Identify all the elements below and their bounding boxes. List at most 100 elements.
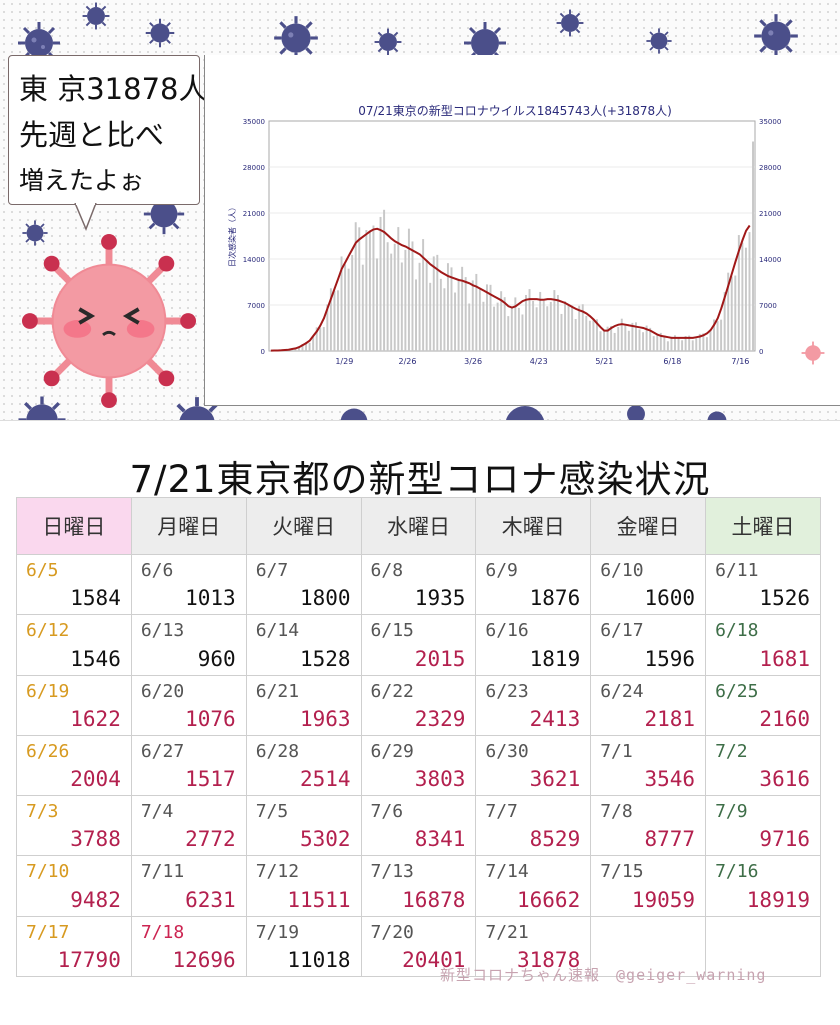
bar — [695, 338, 697, 351]
bar — [426, 260, 428, 351]
day-case-count: 2413 — [530, 707, 581, 731]
bar — [681, 340, 683, 351]
day-case-count: 1800 — [300, 586, 351, 610]
day-case-count: 5302 — [300, 827, 351, 851]
bar — [557, 295, 559, 351]
bar — [493, 307, 495, 351]
day-date: 7/12 — [256, 861, 299, 882]
bar — [639, 329, 641, 351]
day-date: 6/12 — [26, 620, 69, 641]
bar — [387, 242, 389, 351]
day-case-count: 3803 — [415, 767, 466, 791]
day-case-count: 2004 — [70, 767, 121, 791]
bar — [443, 288, 445, 351]
day-case-count: 1622 — [70, 707, 121, 731]
bar — [362, 265, 364, 351]
day-case-count: 1076 — [185, 707, 236, 731]
day-date: 6/15 — [371, 620, 414, 641]
x-tick-label: 1/29 — [335, 357, 353, 366]
day-date: 7/16 — [715, 861, 758, 882]
bar — [550, 302, 552, 351]
day-case-count: 1013 — [185, 586, 236, 610]
day-date: 6/7 — [256, 560, 289, 581]
bar — [504, 297, 506, 351]
x-tick-label: 5/21 — [595, 357, 613, 366]
day-date: 6/13 — [141, 620, 184, 641]
day-case-count: 1876 — [530, 586, 581, 610]
y-tick-label: 14000 — [243, 256, 265, 264]
footer-credit: 新型コロナちゃん速報 @geiger_warning — [440, 964, 766, 985]
day-case-count: 18919 — [747, 888, 810, 912]
bar — [575, 319, 577, 351]
header-friday: 金曜日 — [591, 498, 706, 555]
day-case-count: 17790 — [58, 948, 121, 972]
day-case-count: 3788 — [70, 827, 121, 851]
day-date: 6/27 — [141, 741, 184, 762]
header-wednesday: 水曜日 — [361, 498, 476, 555]
virus-icon — [644, 26, 674, 56]
speech-bubble: 東 京31878人 先週と比べ 増えたよぉ — [8, 55, 200, 205]
bar — [323, 327, 325, 351]
day-date: 7/4 — [141, 801, 174, 822]
bar — [543, 301, 545, 351]
bar — [656, 335, 658, 351]
day-case-count: 12696 — [172, 948, 235, 972]
day-date: 6/11 — [715, 560, 758, 581]
y-tick-label: 28000 — [243, 164, 265, 172]
bar — [429, 283, 431, 351]
bar — [482, 302, 484, 351]
virus-icon — [80, 0, 112, 32]
virus-mascot-icon — [20, 232, 198, 410]
bar — [365, 230, 367, 351]
day-date: 6/5 — [26, 560, 59, 581]
bar — [749, 232, 751, 351]
bar — [571, 306, 573, 351]
day-case-count: 1584 — [70, 586, 121, 610]
bar — [333, 291, 335, 351]
chart-title: 07/21東京の新型コロナウイルス1845743人(+31878人) — [358, 103, 672, 118]
day-case-count: 16662 — [517, 888, 580, 912]
y-tick-label-right: 35000 — [759, 118, 781, 126]
day-case-count: 8529 — [530, 827, 581, 851]
day-date: 6/10 — [600, 560, 643, 581]
day-case-count: 1517 — [185, 767, 236, 791]
day-cell: 7/16 18919 — [706, 856, 821, 916]
bar — [731, 276, 733, 351]
header-tuesday: 火曜日 — [246, 498, 361, 555]
day-case-count: 1528 — [300, 647, 351, 671]
day-date: 7/21 — [485, 922, 528, 943]
table-panel: 7/21東京都の新型コロナ感染状況 日曜日 月曜日 火曜日 水曜日 木曜日 金曜… — [0, 420, 840, 1025]
bar — [539, 292, 541, 351]
bar — [692, 340, 694, 351]
bar — [337, 290, 339, 351]
bar — [404, 250, 406, 351]
day-date: 7/9 — [715, 801, 748, 822]
bar — [642, 332, 644, 351]
bar — [585, 316, 587, 351]
day-date: 6/29 — [371, 741, 414, 762]
